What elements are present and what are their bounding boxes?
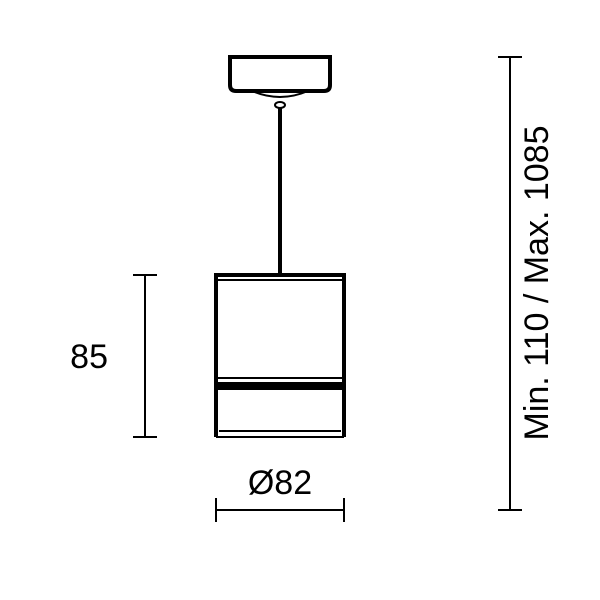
cord: [275, 102, 285, 274]
dimension-diameter-label: Ø82: [248, 464, 312, 502]
dimension-height-85: 85: [70, 275, 157, 437]
pendant-lamp-dimension-diagram: 85 Ø82 Min. 110 / Max. 1085: [0, 0, 600, 600]
dimension-height-label: 85: [70, 338, 108, 376]
dimension-overall-height-label: Min. 110 / Max. 1085: [518, 126, 556, 441]
ceiling-canopy: [230, 57, 330, 97]
lamp-shade: [216, 275, 344, 437]
dimension-diameter-82: Ø82: [216, 464, 344, 522]
dimension-overall-height: Min. 110 / Max. 1085: [498, 57, 556, 510]
